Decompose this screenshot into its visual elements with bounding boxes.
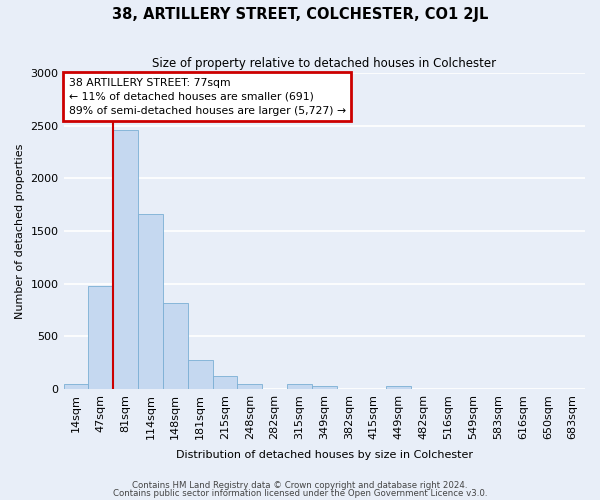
Bar <box>113 130 138 389</box>
Text: Contains HM Land Registry data © Crown copyright and database right 2024.: Contains HM Land Registry data © Crown c… <box>132 480 468 490</box>
Bar <box>64 384 88 389</box>
Bar <box>212 376 238 389</box>
Y-axis label: Number of detached properties: Number of detached properties <box>15 144 25 318</box>
Bar <box>287 384 312 389</box>
Bar <box>312 386 337 389</box>
X-axis label: Distribution of detached houses by size in Colchester: Distribution of detached houses by size … <box>176 450 473 460</box>
Bar <box>188 360 212 389</box>
Bar <box>88 286 113 389</box>
Bar <box>163 302 188 389</box>
Text: 38, ARTILLERY STREET, COLCHESTER, CO1 2JL: 38, ARTILLERY STREET, COLCHESTER, CO1 2J… <box>112 8 488 22</box>
Bar <box>238 384 262 389</box>
Text: Contains public sector information licensed under the Open Government Licence v3: Contains public sector information licen… <box>113 489 487 498</box>
Bar <box>386 386 411 389</box>
Bar <box>138 214 163 389</box>
Text: 38 ARTILLERY STREET: 77sqm
← 11% of detached houses are smaller (691)
89% of sem: 38 ARTILLERY STREET: 77sqm ← 11% of deta… <box>69 78 346 116</box>
Title: Size of property relative to detached houses in Colchester: Size of property relative to detached ho… <box>152 58 496 70</box>
